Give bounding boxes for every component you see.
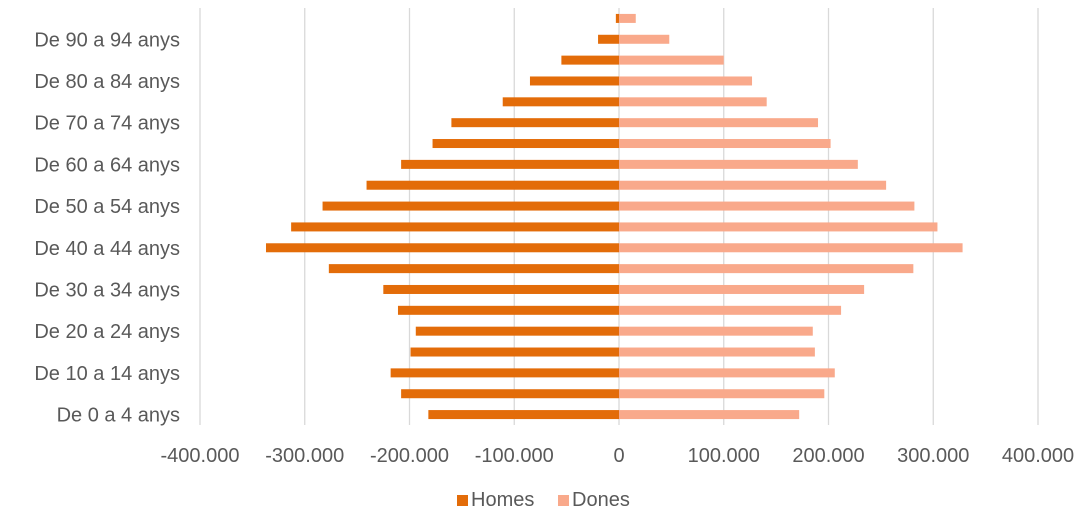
x-tick-label: -200.000 [370,445,449,467]
bar-homes [383,284,619,294]
bar-homes [529,76,619,86]
bar-dones [619,326,813,336]
bar-dones [619,347,815,357]
bar-dones [619,201,915,211]
bar-dones [619,97,767,107]
legend-label-homes: Homes [471,489,534,511]
bar-dones [619,410,800,420]
x-tick-label: -100.000 [475,445,554,467]
bar-dones [619,264,914,274]
x-axis-tick-labels: -400.000 -300.000 -200.000 -100.000 0 100.000… [161,445,1075,467]
category-label: De 0 a 4 anys [57,405,180,427]
category-label: De 40 a 44 anys [34,238,180,260]
bar-homes [428,410,619,420]
bar-homes [561,55,619,65]
category-label: De 50 a 54 anys [34,196,180,218]
x-tick-label: 100.000 [688,445,760,467]
bar-homes [598,34,619,44]
x-tick-label: 400.000 [1002,445,1074,467]
bar-dones [619,34,670,44]
bar-homes [397,305,619,315]
category-label: De 60 a 64 anys [34,154,180,176]
x-tick-label: 200.000 [792,445,864,467]
x-tick-label: 0 [613,445,624,467]
legend: Homes Dones [457,489,630,511]
category-label: De 90 a 94 anys [34,29,180,51]
bar-dones [619,55,724,65]
legend-swatch-dones [558,495,569,506]
legend-label-dones: Dones [572,489,630,511]
category-label: De 20 a 24 anys [34,321,180,343]
bar-homes [390,368,619,378]
bar-dones [619,368,835,378]
bar-homes [401,159,619,169]
bar-homes [502,97,619,107]
bars [265,13,963,420]
category-label: De 80 a 84 anys [34,71,180,93]
gridlines [199,8,1039,425]
bar-dones [619,222,938,232]
bar-dones [619,118,819,128]
bar-dones [619,159,858,169]
x-tick-label: -400.000 [161,445,240,467]
bar-homes [410,347,619,357]
category-label: De 70 a 74 anys [34,113,180,135]
bar-homes [291,222,619,232]
category-label: De 10 a 14 anys [34,363,180,385]
bar-homes [432,139,619,149]
bar-homes [322,201,619,211]
x-tick-label: -300.000 [265,445,344,467]
bar-dones [619,76,753,86]
bar-homes [265,243,619,253]
bar-dones [619,243,963,253]
bar-homes [328,264,619,274]
bar-homes [615,13,619,23]
category-label: De 30 a 34 anys [34,279,180,301]
bar-dones [619,180,887,190]
bar-dones [619,13,636,23]
bar-homes [366,180,619,190]
legend-swatch-homes [457,495,468,506]
bar-dones [619,305,842,315]
bar-dones [619,139,831,149]
bar-homes [415,326,619,336]
bar-dones [619,284,865,294]
bar-homes [401,389,619,399]
category-labels: De 0 a 4 anys De 10 a 14 anys De 20 a 24 a… [34,29,180,426]
x-tick-label: 300.000 [897,445,969,467]
bar-dones [619,389,825,399]
bar-homes [451,118,619,128]
